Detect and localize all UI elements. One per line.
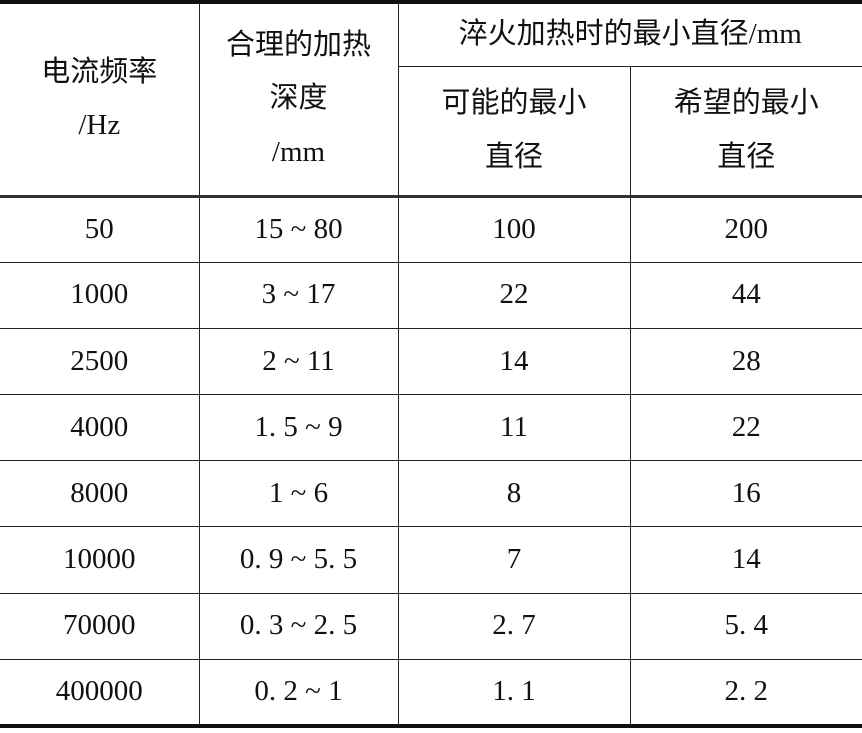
cell-depth: 0. 3 ~ 2. 5	[198, 592, 399, 660]
table-row: 2500 2 ~ 11 14 28	[0, 327, 862, 396]
header-line: 直径	[484, 140, 543, 173]
cell-depth: 3 ~ 17	[198, 261, 399, 329]
cell-frequency: 50	[0, 195, 200, 263]
cell-depth: 1. 5 ~ 9	[198, 394, 399, 462]
table-row: 70000 0. 3 ~ 2. 5 2. 7 5. 4	[0, 592, 862, 660]
header-line: 希望的最小	[673, 86, 819, 119]
header-frequency: 电流频率 /Hz	[0, 1, 200, 198]
cell-desired-diameter: 2. 2	[629, 658, 862, 727]
cell-desired-diameter: 200	[629, 195, 862, 263]
header-line: /mm	[271, 136, 326, 169]
cell-possible-diameter: 8	[397, 460, 631, 528]
table-row: 10000 0. 9 ~ 5. 5 7 14	[0, 526, 862, 594]
header-depth: 合理的加热 深度 /mm	[198, 1, 399, 198]
cell-desired-diameter: 28	[629, 327, 862, 396]
table-body: 50 15 ~ 80 100 200 1000 3 ~ 17 22 44 2500 2 ~ 11 1…	[0, 195, 862, 727]
cell-desired-diameter: 44	[629, 261, 862, 329]
header-line: 深度	[269, 82, 328, 115]
cell-possible-diameter: 11	[397, 394, 631, 462]
cell-possible-diameter: 1. 1	[397, 658, 631, 727]
cell-depth: 0. 9 ~ 5. 5	[198, 526, 399, 594]
cell-possible-diameter: 22	[397, 261, 631, 329]
table-row: 1000 3 ~ 17 22 44	[0, 261, 862, 329]
cell-possible-diameter: 100	[397, 195, 631, 263]
cell-possible-diameter: 7	[397, 526, 631, 594]
table-row: 8000 1 ~ 6 8 16	[0, 460, 862, 528]
cell-depth: 15 ~ 80	[198, 195, 399, 263]
header-line: 可能的最小	[441, 86, 587, 119]
table-row: 400000 0. 2 ~ 1 1. 1 2. 2	[0, 658, 862, 727]
cell-frequency: 4000	[0, 394, 200, 462]
header-line: /Hz	[78, 109, 121, 142]
cell-desired-diameter: 22	[629, 394, 862, 462]
cell-frequency: 2500	[0, 327, 200, 396]
cell-depth: 0. 2 ~ 1	[198, 658, 399, 727]
header-line: 合理的加热	[225, 28, 371, 61]
header-desired-min-diameter: 希望的最小 直径	[629, 65, 862, 198]
cell-frequency: 1000	[0, 261, 200, 329]
table-row: 4000 1. 5 ~ 9 11 22	[0, 394, 862, 462]
cell-desired-diameter: 16	[629, 460, 862, 528]
header-line: 直径	[717, 140, 776, 173]
cell-frequency: 70000	[0, 592, 200, 660]
cell-frequency: 400000	[0, 658, 200, 727]
cell-desired-diameter: 5. 4	[629, 592, 862, 660]
header-possible-min-diameter: 可能的最小 直径	[398, 65, 631, 198]
header-line: 电流频率	[41, 55, 158, 88]
cell-frequency: 8000	[0, 460, 200, 528]
cell-possible-diameter: 2. 7	[397, 592, 631, 660]
cell-frequency: 10000	[0, 526, 200, 594]
cell-depth: 2 ~ 11	[198, 327, 399, 396]
cell-desired-diameter: 14	[629, 526, 862, 594]
table-row: 50 15 ~ 80 100 200	[0, 195, 862, 263]
cell-possible-diameter: 14	[397, 327, 631, 396]
cell-depth: 1 ~ 6	[198, 460, 399, 528]
header-min-diameter-group: 淬火加热时的最小直径/mm	[397, 1, 862, 67]
